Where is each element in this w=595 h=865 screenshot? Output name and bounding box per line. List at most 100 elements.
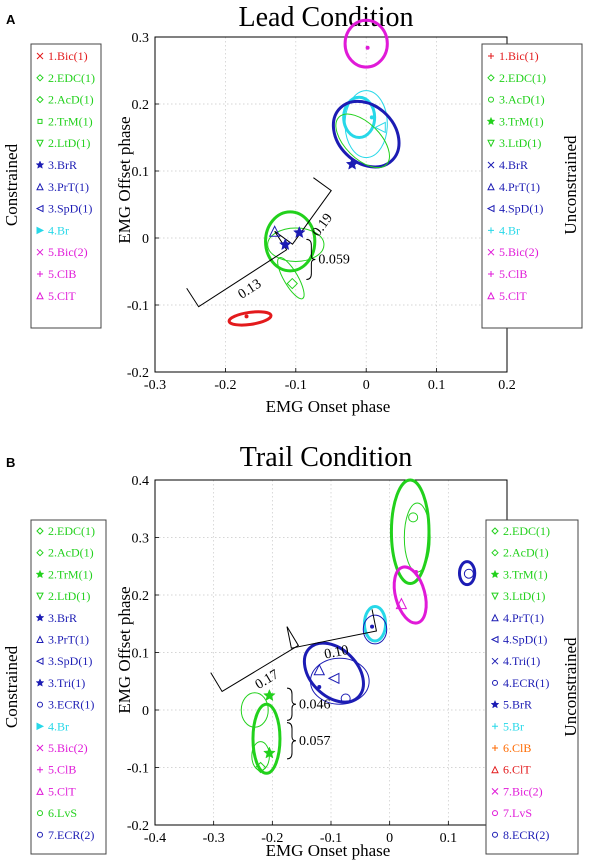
legend-marker (491, 613, 499, 622)
legend-marker (487, 139, 495, 148)
confidence-ellipse (342, 95, 377, 140)
panel-label: B (6, 455, 15, 470)
legend-marker (487, 291, 495, 300)
legend-entry: 5.Bic(2) (48, 741, 88, 755)
y-tick-label: 0.2 (132, 589, 150, 604)
chart-panel-b: B Trail Condition -0.4 -0.3 -0.2 -0.1 0 0.1 0.2 -… (2, 442, 580, 860)
legend-marker (491, 592, 499, 601)
legend-entry: 5.ClB (499, 267, 527, 281)
legend-entry: 5.ClT (48, 784, 76, 798)
legend-entry: 1.Bic(1) (499, 49, 539, 63)
legend-entry: 8.ECR(2) (503, 828, 549, 842)
data-point (278, 238, 292, 251)
legend-marker (487, 248, 495, 256)
legend-marker (492, 810, 498, 817)
legend-marker (488, 227, 494, 234)
legend-marker (36, 527, 44, 535)
confidence-ellipse (344, 90, 388, 159)
brace-label: 0.057 (299, 734, 331, 749)
legend-box (30, 43, 102, 329)
data-point (369, 115, 374, 120)
confidence-ellipse (251, 702, 282, 775)
panel-label: A (6, 12, 16, 27)
legend-marker (486, 204, 495, 213)
legend-marker (37, 701, 43, 708)
legend-entry: 7.ECR(2) (48, 828, 94, 842)
legend-entry: 2.LtD(1) (48, 136, 90, 150)
y-tick-label: -0.2 (127, 819, 149, 834)
data-point (370, 624, 375, 629)
legend-marker (35, 204, 44, 213)
data-points (244, 45, 386, 319)
legend-entry: 3.TrM(1) (499, 114, 544, 128)
legend-marker (36, 248, 44, 256)
data-point (345, 157, 359, 170)
y-tick-label: 0.1 (132, 647, 150, 662)
confidence-ellipse (362, 614, 388, 645)
legend-entry: 5.BrR (503, 698, 532, 712)
ellipses (227, 18, 401, 327)
unconstrained-label: Unconstrained (561, 135, 580, 235)
data-point (414, 570, 419, 574)
constrained-label: Constrained (2, 645, 21, 728)
legend-entry: 4.PrT(1) (503, 611, 544, 625)
legend-entry: 4.PrT(1) (499, 180, 540, 194)
y-tick-label: -0.2 (127, 366, 149, 381)
x-tick-label: -0.1 (320, 831, 342, 846)
legend-marker (36, 548, 44, 557)
legend-entry: 2.LtD(1) (48, 589, 90, 603)
chart-title: Trail Condition (240, 442, 412, 473)
data-point (244, 314, 249, 319)
legend-entry: 3.TrM(1) (503, 567, 548, 581)
data-point (263, 688, 276, 702)
data-point (268, 225, 281, 237)
data-points (254, 512, 474, 774)
legend-entry: 2.EDC(1) (48, 71, 95, 85)
legend-entry: 5.Br (503, 719, 524, 733)
legend-marker (35, 613, 45, 622)
x-axis-label: EMG Onset phase (266, 397, 391, 416)
legend-entry: 3.PrT(1) (48, 180, 89, 194)
y-tick-label: 0.3 (132, 31, 150, 46)
confidence-ellipse (335, 113, 390, 169)
legend-entry: 4.Tri(1) (503, 654, 540, 668)
legend-entry: 5.ClT (499, 289, 527, 303)
legend-marker (486, 116, 496, 126)
legend-marker (36, 635, 44, 643)
y-tick-label: -0.1 (127, 299, 149, 314)
confidence-ellipse (302, 641, 365, 704)
y-tick-label: 0.2 (132, 98, 150, 113)
legend-entry: 2.AcD(1) (48, 546, 94, 560)
y-axis-label: EMG Offset phase (115, 116, 134, 243)
x-tick-label: 0 (386, 831, 393, 846)
legend-entry: 4.Br (499, 223, 520, 237)
legend-marker (37, 118, 43, 124)
legend-marker (490, 569, 500, 579)
ellipses (240, 478, 477, 775)
data-point (292, 225, 306, 239)
y-tick-label: 0.1 (132, 165, 150, 180)
legend-marker (490, 635, 499, 644)
x-tick-label: 0.2 (498, 378, 516, 393)
chart-panel-a: A Lead Condition-0.3 -0.2 -0.1 0 0.1 0.2-0.2-0… (2, 2, 583, 416)
legend-marker (35, 657, 44, 666)
legend-entry: 3.SpD(1) (48, 654, 92, 668)
legend-entry: 6.ClB (503, 741, 531, 755)
legend-marker (36, 226, 45, 235)
legend-marker (37, 810, 43, 817)
legend-entry: 5.ClB (48, 763, 76, 777)
legend-entry: 6.LvS (48, 806, 77, 820)
confidence-ellipse (343, 18, 389, 69)
chart-title: Lead Condition (239, 2, 414, 33)
legend-marker (491, 657, 499, 665)
legend-box (481, 43, 583, 329)
confidence-ellipse (392, 565, 428, 625)
x-tick-label: 0 (363, 378, 370, 393)
legend-box (30, 519, 107, 855)
confidence-ellipse (264, 210, 317, 273)
legend-marker (487, 161, 495, 169)
legend-entry: 4.ECR(1) (503, 676, 549, 690)
legend-marker (36, 744, 44, 752)
data-point (374, 121, 386, 134)
confidence-ellipse (240, 692, 269, 728)
